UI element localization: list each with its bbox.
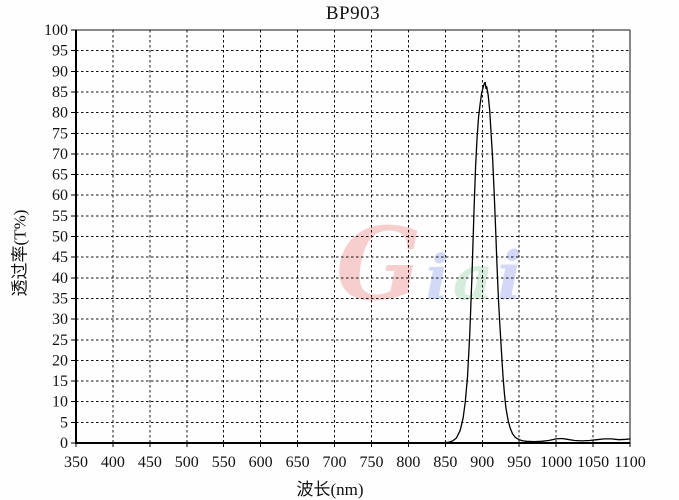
x-tick-label: 600 bbox=[249, 454, 273, 471]
chart-title: BP903 bbox=[325, 3, 381, 24]
x-tick-label: 900 bbox=[470, 454, 494, 471]
y-tick-label: 40 bbox=[52, 270, 68, 287]
y-tick-label: 100 bbox=[44, 22, 68, 39]
y-tick-label: 50 bbox=[52, 229, 68, 246]
y-tick-label: 10 bbox=[52, 394, 68, 411]
x-tick-label: 350 bbox=[64, 454, 88, 471]
x-tick-label: 750 bbox=[359, 454, 383, 471]
x-tick-label: 450 bbox=[138, 454, 162, 471]
x-tick-label: 1050 bbox=[577, 454, 609, 471]
y-tick-label: 25 bbox=[52, 332, 68, 349]
x-tick-label: 850 bbox=[433, 454, 457, 471]
y-tick-label: 5 bbox=[60, 414, 68, 431]
x-tick-label: 1100 bbox=[614, 454, 645, 471]
y-tick-label: 20 bbox=[52, 352, 68, 369]
y-tick-label: 15 bbox=[52, 373, 68, 390]
y-tick-label: 90 bbox=[52, 63, 68, 80]
x-axis-label: 波长(nm) bbox=[296, 480, 364, 499]
x-tick-label: 1000 bbox=[540, 454, 572, 471]
y-tick-label: 30 bbox=[52, 311, 68, 328]
y-tick-label: 80 bbox=[52, 105, 68, 122]
y-tick-label: 95 bbox=[52, 43, 68, 60]
y-tick-label: 75 bbox=[52, 125, 68, 142]
y-tick-label: 0 bbox=[60, 435, 68, 452]
y-tick-label: 65 bbox=[52, 167, 68, 184]
x-tick-label: 800 bbox=[396, 454, 420, 471]
y-tick-label: 55 bbox=[52, 208, 68, 225]
transmission-curve bbox=[75, 81, 631, 444]
y-tick-label: 45 bbox=[52, 249, 68, 266]
x-tick-label: 500 bbox=[175, 454, 199, 471]
x-tick-label: 400 bbox=[101, 454, 125, 471]
y-tick-label: 60 bbox=[52, 187, 68, 204]
x-tick-label: 700 bbox=[323, 454, 347, 471]
x-tick-label: 950 bbox=[507, 454, 531, 471]
y-tick-label: 70 bbox=[52, 146, 68, 163]
y-tick-label: 35 bbox=[52, 290, 68, 307]
x-tick-label: 550 bbox=[212, 454, 236, 471]
x-tick-label: 650 bbox=[286, 454, 310, 471]
y-tick-label: 85 bbox=[52, 84, 68, 101]
